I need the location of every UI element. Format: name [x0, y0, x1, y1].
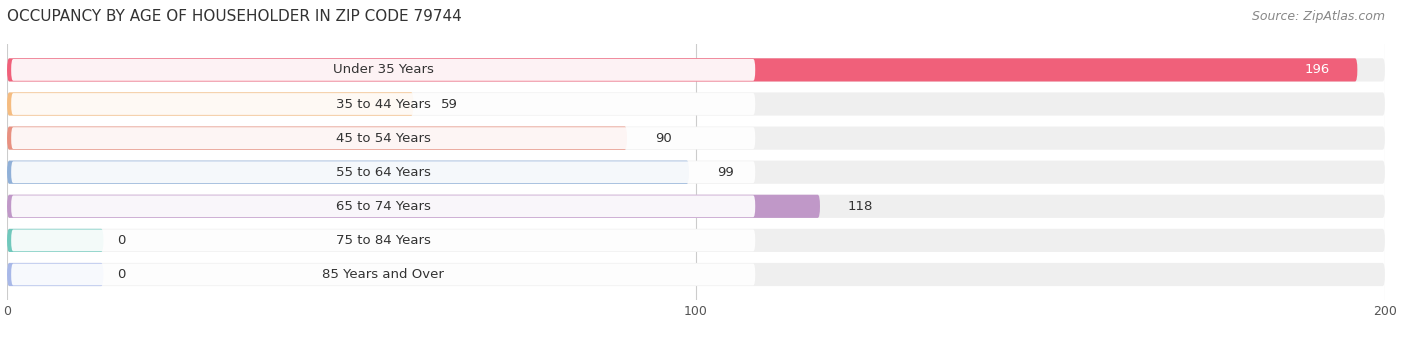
FancyBboxPatch shape	[7, 92, 413, 116]
Text: 0: 0	[117, 268, 125, 281]
FancyBboxPatch shape	[7, 229, 104, 252]
FancyBboxPatch shape	[7, 127, 627, 150]
Text: 35 to 44 Years: 35 to 44 Years	[336, 98, 430, 110]
FancyBboxPatch shape	[11, 264, 755, 285]
FancyBboxPatch shape	[7, 127, 1385, 150]
FancyBboxPatch shape	[11, 195, 755, 217]
Text: 118: 118	[848, 200, 873, 213]
Text: 85 Years and Over: 85 Years and Over	[322, 268, 444, 281]
FancyBboxPatch shape	[11, 127, 755, 149]
Text: 55 to 64 Years: 55 to 64 Years	[336, 166, 430, 179]
Text: OCCUPANCY BY AGE OF HOUSEHOLDER IN ZIP CODE 79744: OCCUPANCY BY AGE OF HOUSEHOLDER IN ZIP C…	[7, 9, 461, 24]
Text: 0: 0	[117, 234, 125, 247]
FancyBboxPatch shape	[7, 58, 1385, 81]
FancyBboxPatch shape	[11, 93, 755, 115]
Text: 59: 59	[441, 98, 458, 110]
Text: 90: 90	[655, 132, 672, 145]
FancyBboxPatch shape	[7, 92, 1385, 116]
FancyBboxPatch shape	[7, 161, 1385, 184]
Text: Under 35 Years: Under 35 Years	[333, 63, 433, 76]
Text: 99: 99	[717, 166, 734, 179]
Text: 65 to 74 Years: 65 to 74 Years	[336, 200, 430, 213]
FancyBboxPatch shape	[7, 58, 1357, 81]
FancyBboxPatch shape	[7, 263, 104, 286]
FancyBboxPatch shape	[11, 59, 755, 81]
Text: 45 to 54 Years: 45 to 54 Years	[336, 132, 430, 145]
Text: 196: 196	[1305, 63, 1330, 76]
FancyBboxPatch shape	[11, 229, 755, 251]
Text: Source: ZipAtlas.com: Source: ZipAtlas.com	[1251, 10, 1385, 23]
FancyBboxPatch shape	[7, 161, 689, 184]
Text: 75 to 84 Years: 75 to 84 Years	[336, 234, 430, 247]
FancyBboxPatch shape	[7, 195, 1385, 218]
FancyBboxPatch shape	[7, 229, 1385, 252]
FancyBboxPatch shape	[7, 263, 1385, 286]
FancyBboxPatch shape	[11, 161, 755, 183]
FancyBboxPatch shape	[7, 195, 820, 218]
